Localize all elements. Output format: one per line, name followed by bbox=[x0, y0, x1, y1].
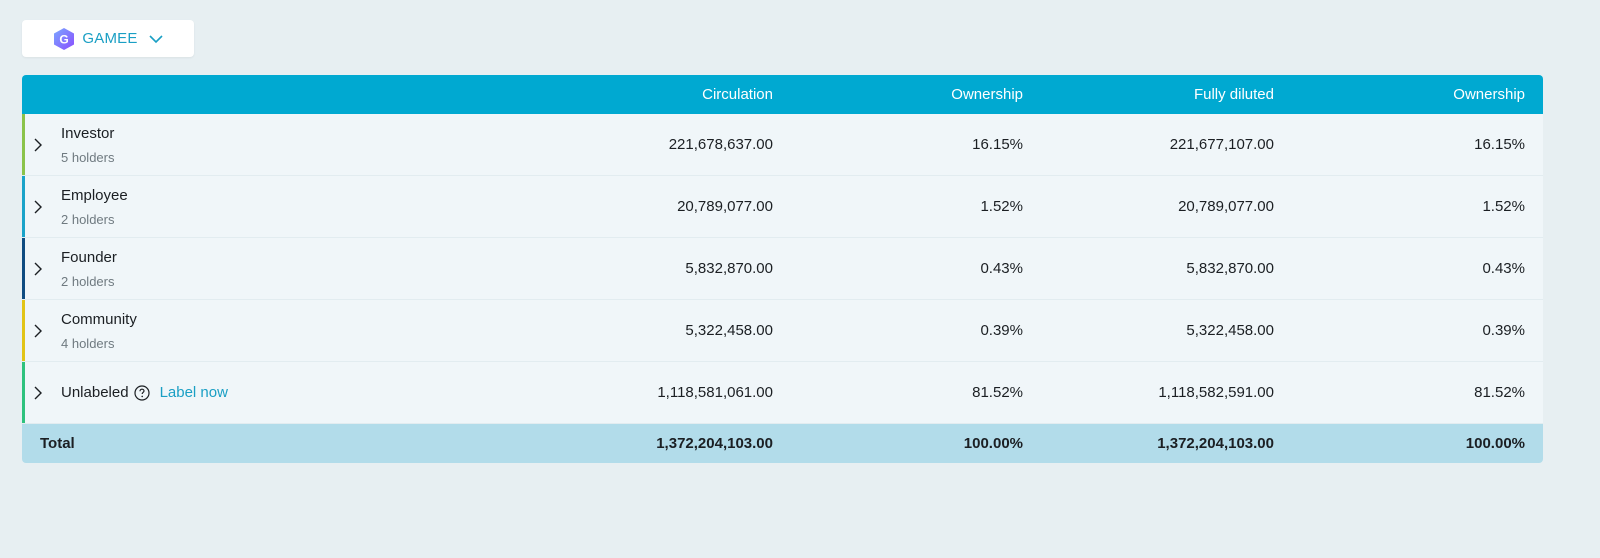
row-name: Employee bbox=[61, 186, 128, 204]
table-row[interactable]: Founder 2 holders 5,832,870.00 0.43% 5,8… bbox=[22, 238, 1543, 300]
header-circulation[interactable]: Circulation bbox=[702, 86, 773, 103]
gamee-logo-icon: G bbox=[52, 27, 76, 51]
cell-ownership-fully-diluted: 0.39% bbox=[1482, 322, 1525, 339]
svg-text:G: G bbox=[60, 32, 69, 46]
cell-fully-diluted: 221,677,107.00 bbox=[1169, 136, 1274, 153]
token-selector[interactable]: G GAMEE bbox=[22, 20, 194, 57]
row-name: Investor bbox=[61, 124, 115, 142]
row-name: Unlabeled bbox=[61, 384, 129, 401]
header-fully-diluted[interactable]: Fully diluted bbox=[1193, 86, 1274, 103]
cell-ownership: 81.52% bbox=[972, 384, 1023, 401]
row-label-block: Investor 5 holders bbox=[61, 125, 114, 165]
row-holders: 2 holders bbox=[61, 211, 115, 227]
cell-fully-diluted: 20,789,077.00 bbox=[1178, 198, 1274, 215]
chevron-right-icon[interactable] bbox=[24, 317, 52, 345]
row-name: Community bbox=[61, 310, 137, 328]
cell-circulation: 1,118,581,061.00 bbox=[657, 384, 773, 401]
table-row[interactable]: Unlabeled Label now 1,118,581,061.00 81.… bbox=[22, 362, 1543, 424]
total-ownership: 100.00% bbox=[963, 435, 1023, 452]
header-ownership-fully-diluted[interactable]: Ownership bbox=[1453, 86, 1525, 103]
row-holders: 4 holders bbox=[61, 335, 115, 351]
row-accent-bar bbox=[22, 114, 25, 175]
cell-fully-diluted: 1,118,582,591.00 bbox=[1158, 384, 1274, 401]
cell-ownership-fully-diluted: 81.52% bbox=[1474, 384, 1525, 401]
total-circulation: 1,372,204,103.00 bbox=[656, 435, 773, 452]
cell-ownership-fully-diluted: 16.15% bbox=[1474, 136, 1525, 153]
token-distribution-table: Circulation Ownership Fully diluted Owne… bbox=[22, 75, 1543, 463]
row-label-block: Unlabeled Label now bbox=[61, 384, 228, 401]
row-name-cell: Community 4 holders bbox=[22, 311, 522, 351]
row-accent-bar bbox=[22, 300, 25, 361]
question-circle-icon[interactable] bbox=[133, 384, 150, 401]
chevron-right-icon[interactable] bbox=[24, 131, 52, 159]
header-ownership[interactable]: Ownership bbox=[951, 86, 1023, 103]
row-holders: 5 holders bbox=[61, 149, 115, 165]
total-fully-diluted: 1,372,204,103.00 bbox=[1157, 435, 1274, 452]
row-accent-bar bbox=[22, 362, 25, 423]
cell-ownership: 0.39% bbox=[980, 322, 1023, 339]
cell-ownership-fully-diluted: 0.43% bbox=[1482, 260, 1525, 277]
row-holders: 2 holders bbox=[61, 273, 115, 289]
cell-ownership: 16.15% bbox=[972, 136, 1023, 153]
row-accent-bar bbox=[22, 238, 25, 299]
cell-fully-diluted: 5,832,870.00 bbox=[1186, 260, 1274, 277]
row-name: Founder bbox=[61, 248, 117, 266]
row-label-block: Founder 2 holders bbox=[61, 249, 117, 289]
row-name-cell: Investor 5 holders bbox=[22, 125, 522, 165]
cell-fully-diluted: 5,322,458.00 bbox=[1186, 322, 1274, 339]
total-ownership-fully-diluted: 100.00% bbox=[1465, 435, 1525, 452]
chevron-right-icon[interactable] bbox=[24, 255, 52, 283]
total-row: Total 1,372,204,103.00 100.00% 1,372,204… bbox=[22, 424, 1543, 463]
table-row[interactable]: Community 4 holders 5,322,458.00 0.39% 5… bbox=[22, 300, 1543, 362]
chevron-right-icon[interactable] bbox=[24, 379, 52, 407]
row-name-cell: Unlabeled Label now bbox=[22, 379, 522, 407]
cell-ownership-fully-diluted: 1.52% bbox=[1482, 198, 1525, 215]
row-accent-bar bbox=[22, 176, 25, 237]
cell-ownership: 1.52% bbox=[980, 198, 1023, 215]
cell-ownership: 0.43% bbox=[980, 260, 1023, 277]
chevron-right-icon[interactable] bbox=[24, 193, 52, 221]
table-header: Circulation Ownership Fully diluted Owne… bbox=[22, 75, 1543, 114]
row-name-cell: Employee 2 holders bbox=[22, 187, 522, 227]
cell-circulation: 5,322,458.00 bbox=[685, 322, 773, 339]
table-row[interactable]: Investor 5 holders 221,678,637.00 16.15%… bbox=[22, 114, 1543, 176]
row-label-block: Employee 2 holders bbox=[61, 187, 128, 227]
total-label: Total bbox=[40, 435, 75, 452]
row-label-block: Community 4 holders bbox=[61, 311, 137, 351]
row-name-cell: Founder 2 holders bbox=[22, 249, 522, 289]
label-now-link[interactable]: Label now bbox=[159, 384, 228, 401]
cell-circulation: 221,678,637.00 bbox=[668, 136, 773, 153]
chevron-down-icon bbox=[148, 31, 164, 47]
token-name: GAMEE bbox=[82, 30, 138, 47]
cell-circulation: 20,789,077.00 bbox=[677, 198, 773, 215]
cell-circulation: 5,832,870.00 bbox=[685, 260, 773, 277]
table-row[interactable]: Employee 2 holders 20,789,077.00 1.52% 2… bbox=[22, 176, 1543, 238]
